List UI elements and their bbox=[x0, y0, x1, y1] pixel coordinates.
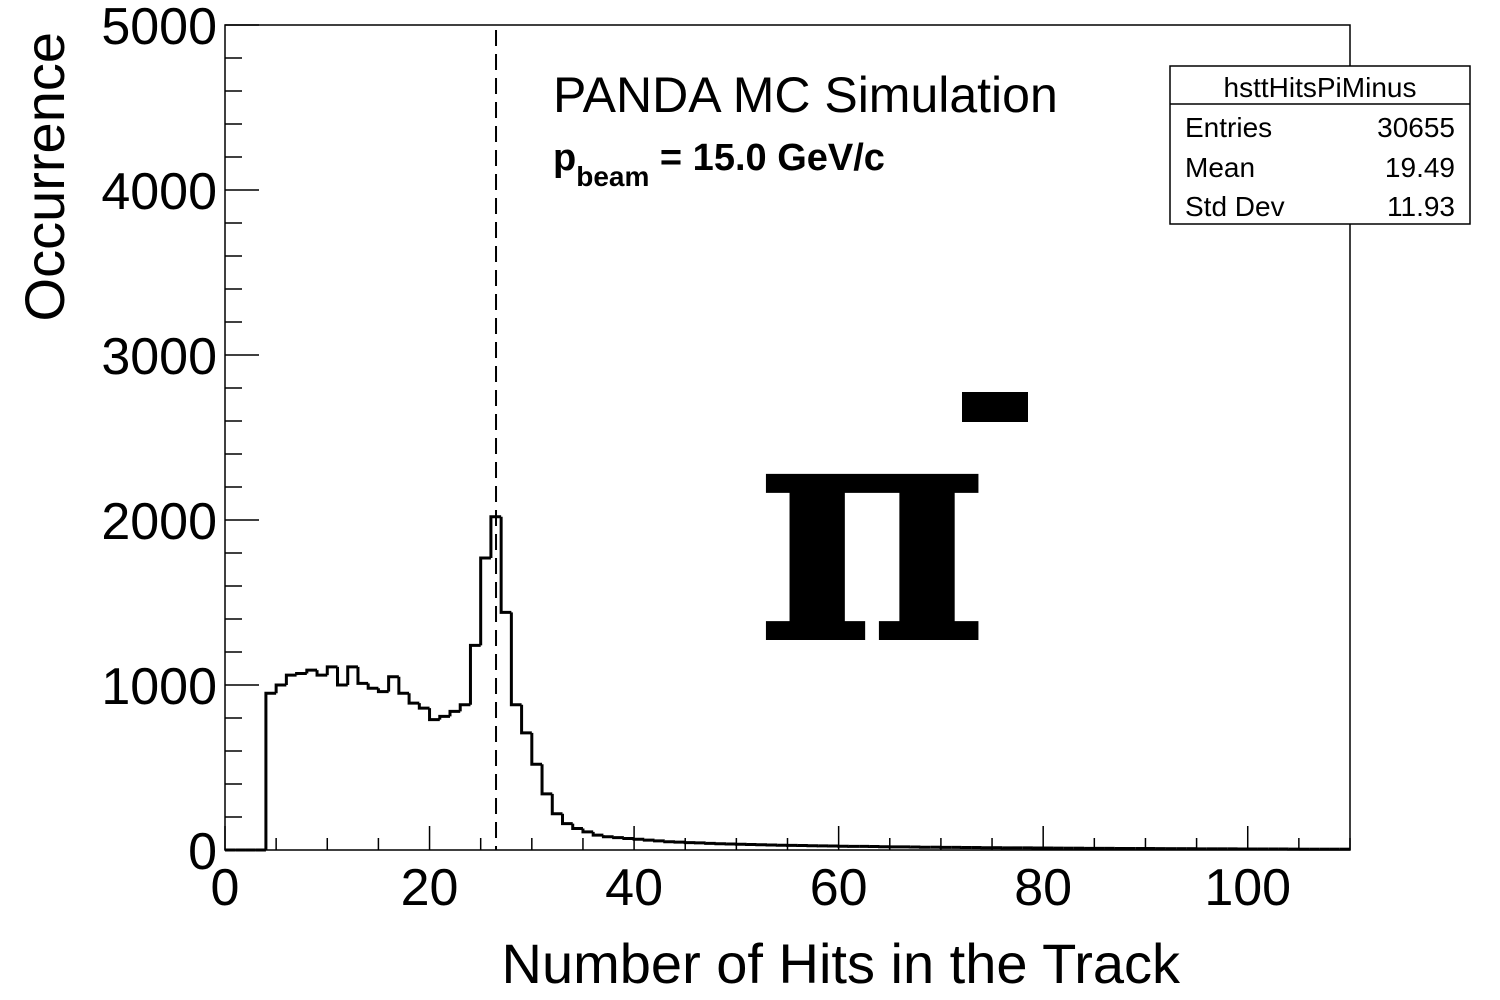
histogram-bin bbox=[366, 683, 379, 690]
histogram-bin bbox=[653, 839, 665, 843]
histogram-bin bbox=[622, 836, 635, 840]
histogram-bin bbox=[550, 793, 563, 816]
stats-value-entries: 30655 bbox=[1377, 112, 1455, 143]
histogram-bin bbox=[642, 838, 655, 842]
histogram-bin bbox=[295, 671, 307, 676]
x-tick-label: 20 bbox=[401, 859, 459, 917]
histogram-bin bbox=[315, 670, 328, 677]
histogram-bin bbox=[561, 813, 573, 826]
histogram-bin bbox=[632, 837, 645, 841]
histogram-bin bbox=[356, 666, 369, 685]
x-tick-label: 80 bbox=[1014, 859, 1072, 917]
histogram-bin bbox=[479, 556, 491, 646]
stats-label-mean: Mean bbox=[1185, 152, 1255, 183]
histogram-bin bbox=[397, 676, 410, 695]
particle-charge: - bbox=[962, 294, 1012, 462]
histogram-bin bbox=[417, 703, 430, 710]
histogram-bin bbox=[591, 831, 604, 837]
stats-box: hsttHitsPiMinus Entries 30655 Mean 19.49… bbox=[1169, 65, 1471, 225]
histogram-bin bbox=[407, 693, 420, 705]
histogram-bin bbox=[438, 714, 450, 720]
histogram-bin bbox=[509, 612, 522, 707]
chart-subtitle: pbeam = 15.0 GeV/c bbox=[553, 137, 885, 192]
histogram-bars bbox=[225, 515, 1350, 852]
chart-title: PANDA MC Simulation bbox=[553, 67, 1058, 123]
histogram-bin bbox=[530, 732, 543, 766]
histogram-bin bbox=[612, 836, 624, 840]
stats-label-stddev: Std Dev bbox=[1185, 191, 1285, 222]
subtitle-momentum: = 15.0 GeV/c bbox=[649, 137, 885, 179]
stats-label-entries: Entries bbox=[1185, 112, 1272, 143]
histogram-bin bbox=[458, 703, 471, 712]
histogram-bin bbox=[387, 675, 399, 692]
y-axis-title: Occurrence bbox=[13, 32, 76, 321]
y-tick-label: 1000 bbox=[101, 658, 217, 716]
histogram-bin bbox=[468, 643, 481, 705]
plot-frame bbox=[224, 24, 1351, 851]
histogram-bin bbox=[601, 835, 614, 839]
histogram-bin bbox=[663, 840, 675, 844]
histogram-bin bbox=[581, 828, 594, 834]
subtitle-beam: beam bbox=[576, 161, 649, 192]
x-tick-label: 60 bbox=[810, 859, 868, 917]
x-tick-label: 40 bbox=[605, 859, 663, 917]
stats-value-mean: 19.49 bbox=[1385, 152, 1455, 183]
histogram-bin bbox=[489, 515, 502, 558]
subtitle-p: p bbox=[553, 137, 576, 179]
histogram-bin bbox=[571, 823, 583, 831]
x-tick-label: 0 bbox=[211, 859, 240, 917]
histogram-bin bbox=[284, 673, 297, 685]
histogram-bin bbox=[520, 704, 532, 735]
y-tick-label: 4000 bbox=[101, 163, 217, 221]
y-tick-label: 0 bbox=[188, 823, 217, 881]
histogram-bin bbox=[448, 709, 461, 717]
histogram-bin bbox=[346, 665, 358, 685]
y-tick-label: 2000 bbox=[101, 493, 217, 551]
stats-box-frame bbox=[1169, 65, 1471, 225]
histogram-bin bbox=[336, 666, 348, 687]
histogram-bin bbox=[376, 688, 389, 694]
y-tick-label: 3000 bbox=[101, 328, 217, 386]
particle-charge-minus bbox=[962, 392, 1028, 422]
histogram-bin bbox=[264, 691, 277, 850]
histogram-bin bbox=[428, 708, 440, 722]
histogram-bin bbox=[499, 516, 512, 614]
particle-symbol: π bbox=[755, 341, 989, 716]
x-axis-title: Number of Hits in the Track bbox=[502, 932, 1181, 995]
histogram-bin bbox=[540, 764, 553, 796]
stats-title: hsttHitsPiMinus bbox=[1224, 72, 1417, 103]
stats-value-stddev: 11.93 bbox=[1387, 191, 1455, 222]
histogram-bin bbox=[325, 665, 338, 676]
x-tick-label: 100 bbox=[1204, 859, 1291, 917]
y-tick-label: 5000 bbox=[101, 0, 217, 56]
histogram-bin bbox=[305, 668, 318, 674]
histogram-bin bbox=[274, 683, 287, 694]
